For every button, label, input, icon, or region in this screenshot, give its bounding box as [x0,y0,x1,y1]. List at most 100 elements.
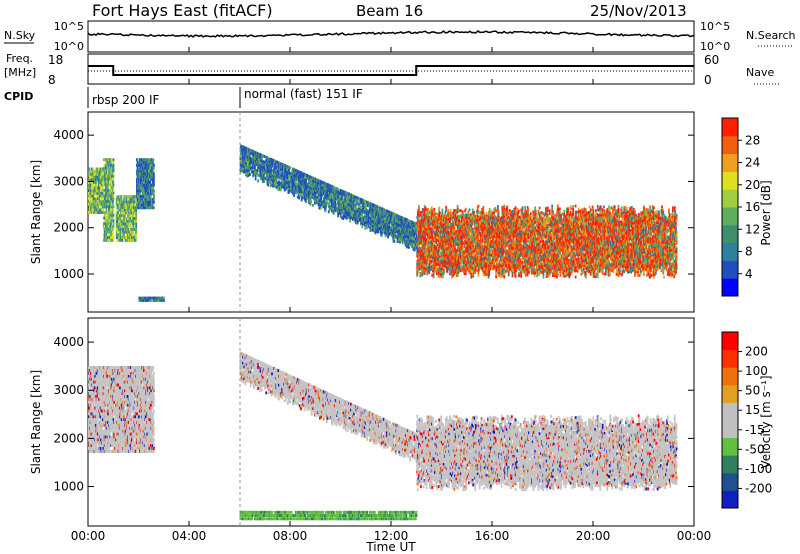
heatmap-cell [149,181,151,184]
heatmap-cell [125,198,128,201]
heatmap-cell [108,222,110,225]
heatmap-cell [361,225,364,229]
nsky-label: N.Sky [4,29,36,42]
heatmap-cell [334,200,336,204]
heatmap-cell [399,239,402,243]
heatmap-cell [151,203,154,207]
heatmap-cell [102,181,105,184]
heatmap-cell [120,214,122,218]
heatmap-cell [92,167,95,171]
heatmap-cell [116,208,119,212]
heatmap-cell [254,177,257,181]
heatmap-cell [104,200,107,203]
heatmap-cell [125,228,127,231]
heatmap-cell [439,211,441,215]
heatmap-cell [124,206,126,209]
heatmap-cell [96,197,99,201]
heatmap-cell [147,164,150,167]
nave-tick-high: 60 [704,53,719,67]
heatmap-cell [307,188,309,192]
heatmap-cell [418,205,420,208]
heatmap-cell [96,208,99,212]
heatmap-cell [91,178,93,182]
heatmap-cell [112,180,114,184]
heatmap-cell [89,172,92,176]
heatmap-cell [249,154,252,157]
heatmap-cell [153,195,155,198]
heatmap-cell [447,211,449,215]
heatmap-cell [463,214,465,218]
heatmap-cell [471,208,474,212]
heatmap-cell [112,191,115,195]
heatmap-cell [418,207,420,211]
heatmap-cell [105,202,107,206]
heatmap-cell [120,230,122,234]
heatmap-cell [96,178,99,182]
heatmap-cell [432,272,435,276]
heatmap-cell [88,192,90,195]
heatmap-cell [458,264,461,267]
heatmap-cell [144,166,146,170]
heatmap-cell [112,219,115,223]
heatmap-cell [117,195,119,199]
heatmap-cell [443,270,446,274]
heatmap-cell [126,208,129,212]
heatmap-cell [153,181,155,184]
heatmap-cell [100,170,102,173]
heatmap-cell [319,207,322,210]
heatmap-cell [127,238,130,242]
heatmap-cell [269,181,272,185]
heatmap-cell [141,158,143,162]
heatmap-cell [88,208,91,212]
heatmap-cell [100,205,102,209]
heatmap-cell [136,203,138,207]
heatmap-cell [145,164,148,167]
heatmap-cell [289,166,292,170]
heatmap-cell [250,161,252,164]
heatmap-cell [267,183,270,187]
heatmap-cell [467,210,470,214]
heatmap-cell [310,200,312,204]
heatmap-cell [104,236,107,239]
heatmap-cell [153,178,155,181]
heatmap-cell [141,164,143,167]
heatmap-cell [106,202,109,206]
heatmap-cell [112,161,115,164]
heatmap-cell [91,172,93,176]
heatmap-cell [122,206,125,209]
heatmap-cell [98,192,101,195]
heatmap-cell [270,166,273,170]
power-heatmap [88,144,678,302]
heatmap-cell [100,183,103,187]
heatmap-cell [332,186,335,189]
heatmap-cell [135,222,138,226]
freq-label-1: Freq. [6,52,33,65]
heatmap-cell [393,240,396,243]
heatmap-cell [95,167,98,171]
heatmap-cell [104,172,107,175]
heatmap-cell [435,272,438,276]
heatmap-cell [112,202,114,206]
heatmap-cell [128,230,131,234]
heatmap-cell [152,161,155,164]
heatmap-cell [107,163,110,167]
heatmap-cell [144,206,146,210]
heatmap-cell [430,240,433,243]
heatmap-cell [110,219,113,223]
heatmap-cell [320,197,323,201]
heatmap-cell [100,211,103,214]
heatmap-cell [116,222,119,226]
heatmap-cell [392,234,395,238]
heatmap-cell [110,208,112,212]
heatmap-cell [121,208,124,212]
heatmap-cell [300,171,303,175]
heatmap-cell [119,228,122,231]
heatmap-cell [112,222,115,225]
heatmap-cell [325,204,328,208]
heatmap-cell [149,189,152,193]
heatmap-cell [123,225,126,228]
heatmap-cell [146,183,148,187]
heatmap-cell [125,211,127,215]
heatmap-cell [449,220,451,223]
heatmap-cell [110,158,113,162]
